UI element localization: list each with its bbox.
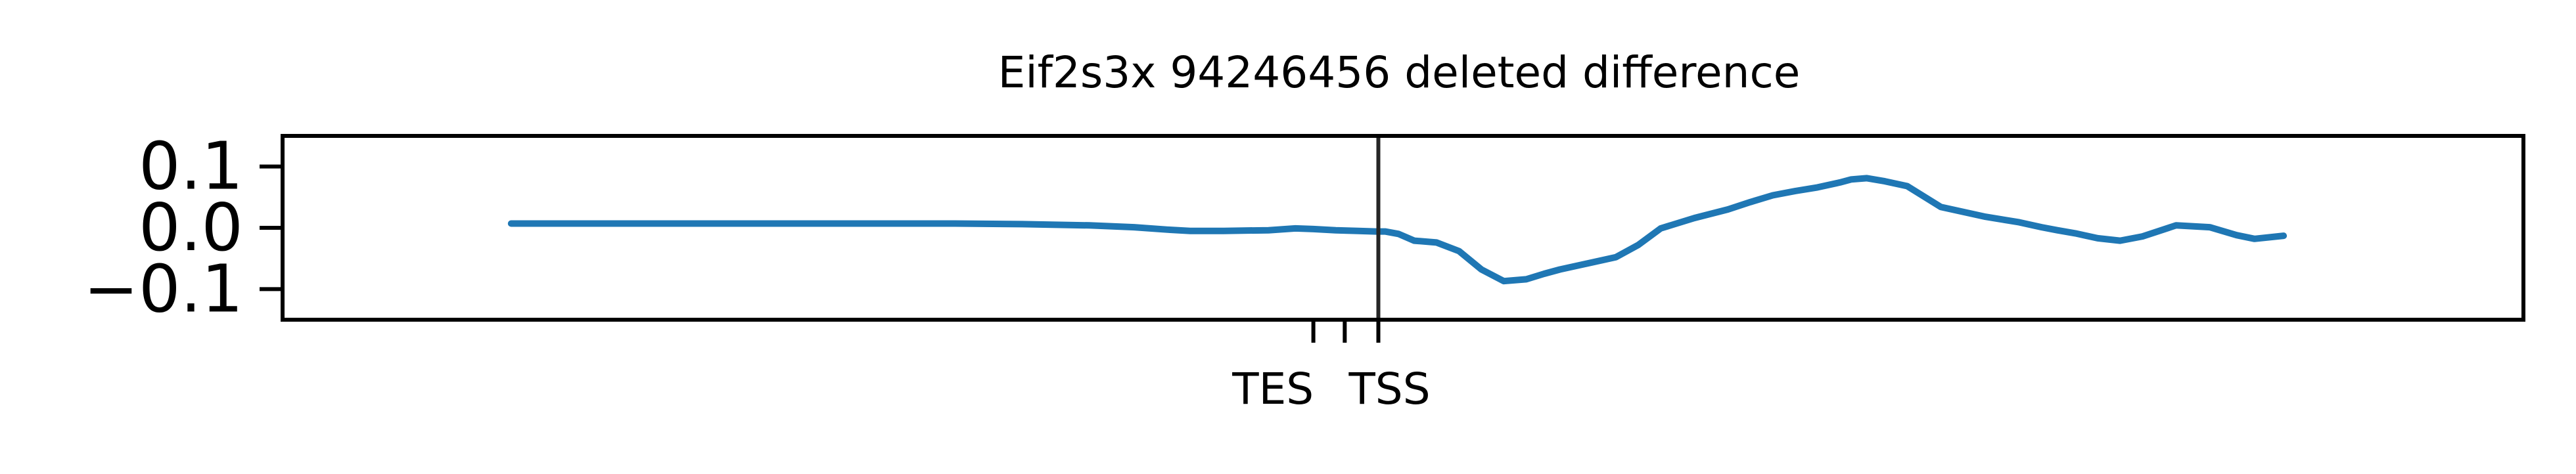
series-line-0: [507, 175, 2288, 285]
y-tick-label: 0.0: [139, 189, 243, 266]
plot-area: [507, 136, 2288, 320]
x-marker-label-tes: TES: [1231, 364, 1314, 414]
x-marker-label-tss: TSS: [1348, 364, 1430, 414]
y-tick-label: 0.1: [139, 128, 243, 205]
axes-group: 0.10.0−0.1 TES TSS: [83, 128, 2525, 414]
y-tick-label: −0.1: [83, 250, 243, 327]
chart-title: Eif2s3x 94246456 deleted difference: [998, 47, 1801, 98]
